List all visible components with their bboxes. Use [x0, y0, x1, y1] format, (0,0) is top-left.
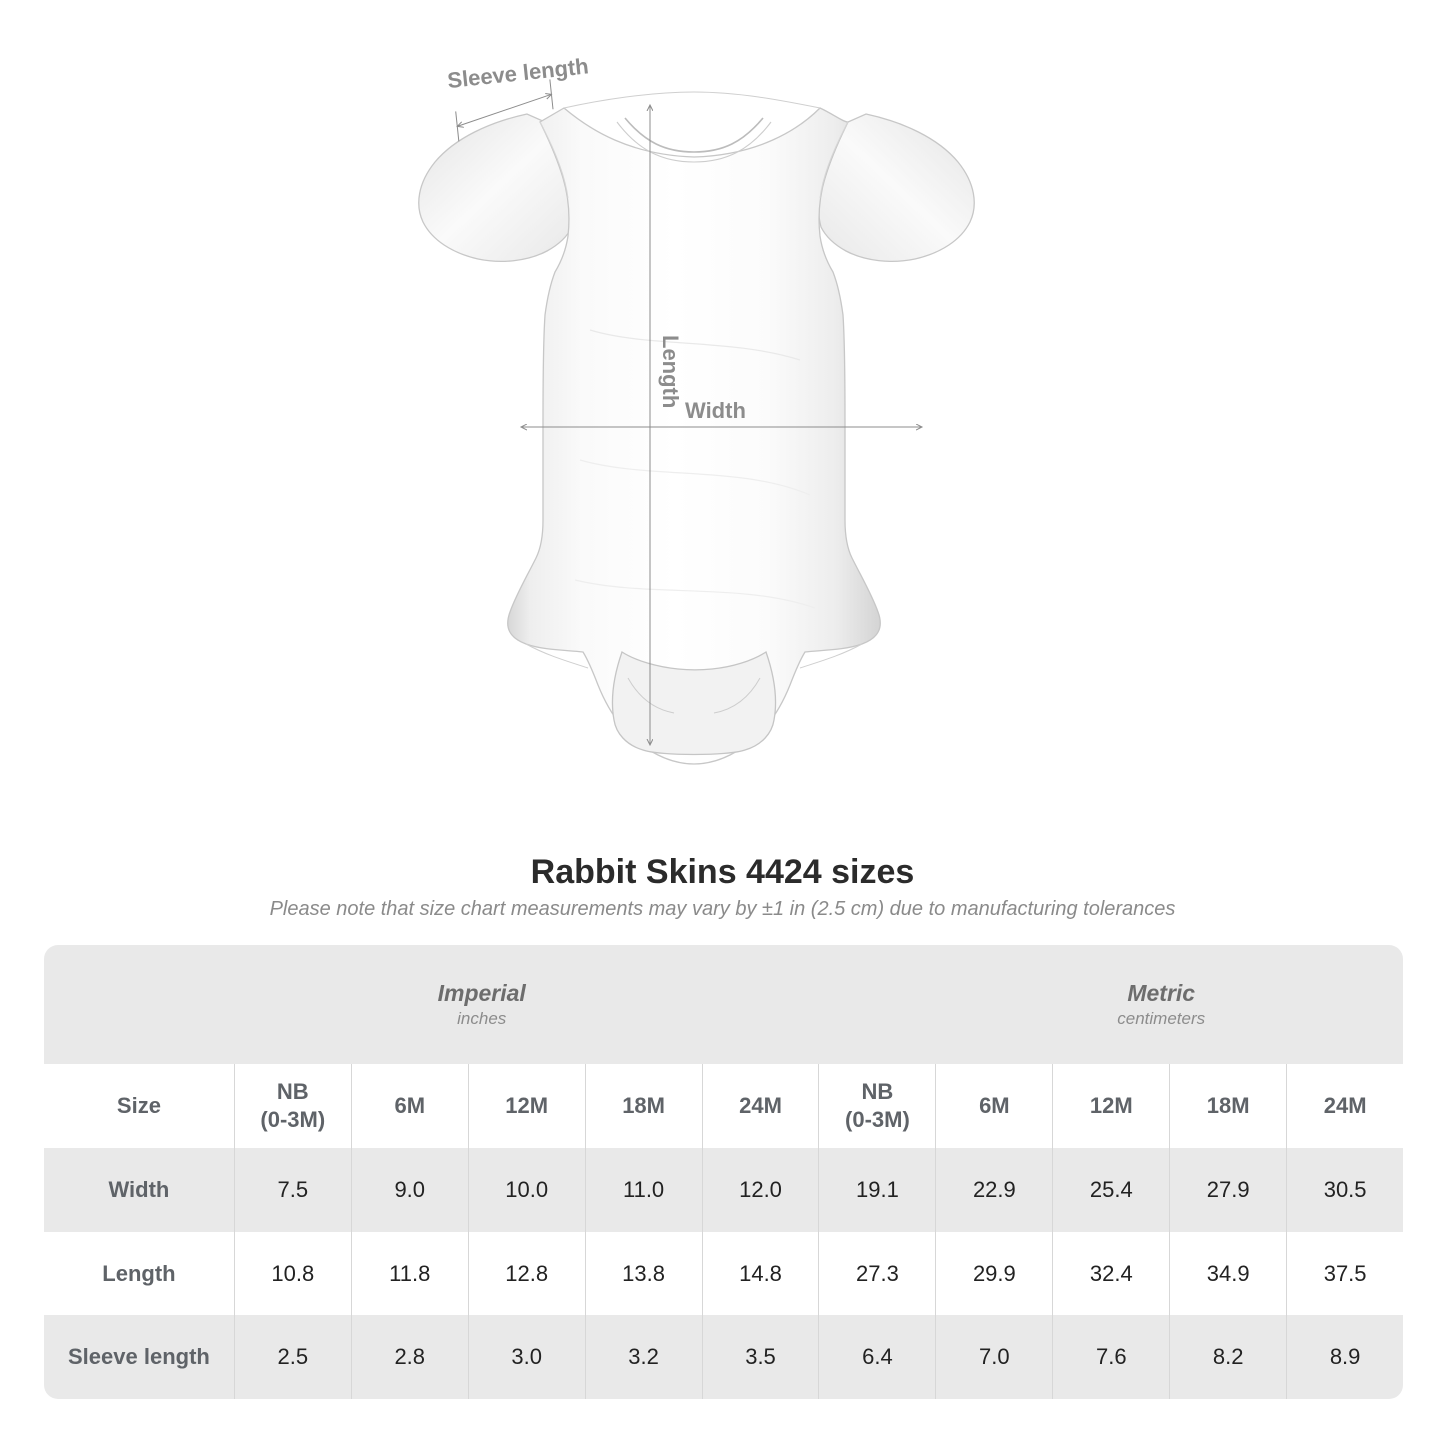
svg-text:Sleeve length: Sleeve length — [446, 53, 590, 93]
svg-text:Width: Width — [685, 398, 746, 423]
svg-text:Length: Length — [658, 335, 683, 408]
